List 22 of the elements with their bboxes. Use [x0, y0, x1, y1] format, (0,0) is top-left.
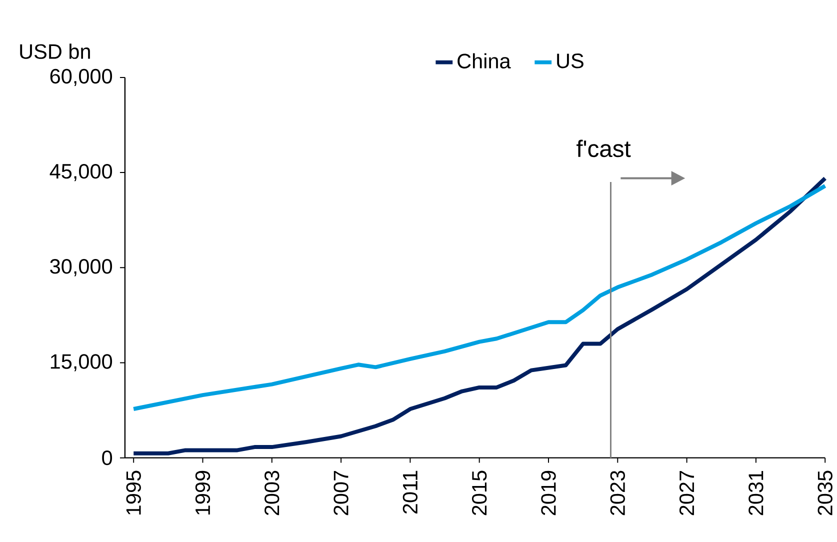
- x-tick-label: 2031: [748, 470, 764, 515]
- x-tick-label: 2015: [472, 470, 487, 515]
- x-tick-label: 1995: [126, 470, 141, 514]
- x-tick-label: 2027: [679, 470, 694, 515]
- y-tick-label: 0: [102, 450, 112, 466]
- y-tick-label: 15,000: [50, 354, 112, 372]
- y-axis-title: USD bn: [20, 44, 90, 59]
- line-series: [132, 184, 828, 411]
- legend-label: US: [557, 53, 584, 68]
- x-tick-label: 2011: [402, 470, 418, 514]
- x-tick-label: 2023: [610, 470, 625, 515]
- y-tick-label: 45,000: [50, 164, 112, 182]
- line-series: [132, 176, 828, 456]
- x-tick-label: 2007: [334, 470, 348, 515]
- x-tick-label: 2035: [818, 470, 832, 515]
- legend-label: China: [458, 53, 511, 68]
- y-tick-label: 30,000: [50, 258, 112, 276]
- x-tick-label: 2003: [264, 470, 280, 515]
- y-tick-label: 60,000: [50, 68, 112, 86]
- ref-line-label: f'cast: [576, 140, 631, 158]
- x-tick-label: 2019: [541, 470, 556, 515]
- x-tick-label: 1999: [195, 470, 210, 514]
